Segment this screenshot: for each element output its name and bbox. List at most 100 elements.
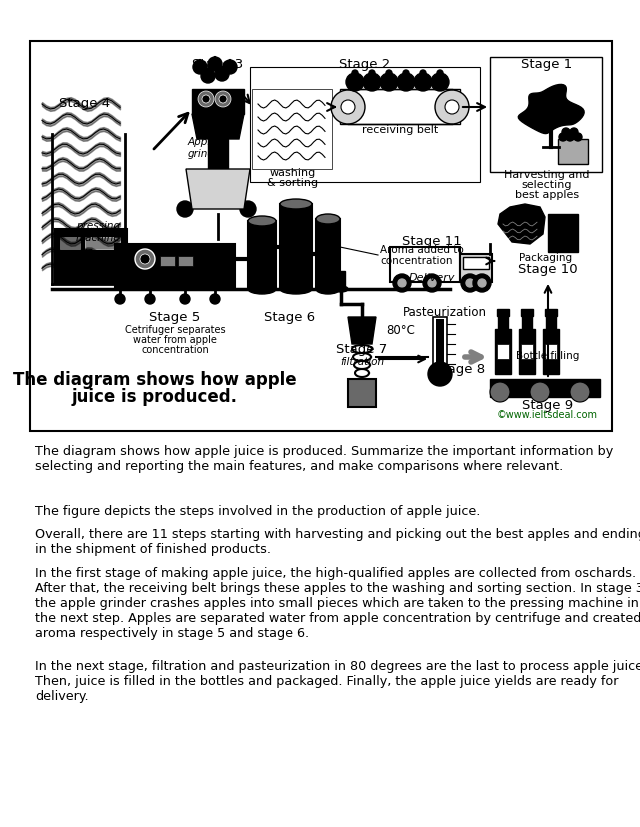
Text: Stage 8: Stage 8 xyxy=(435,363,486,376)
Bar xyxy=(252,90,332,170)
Ellipse shape xyxy=(248,284,276,294)
Bar xyxy=(490,380,600,398)
Circle shape xyxy=(397,74,415,92)
Circle shape xyxy=(215,92,231,108)
Text: In the first stage of making apple juice, the high-qualified apples are collecte: In the first stage of making apple juice… xyxy=(35,566,640,639)
Ellipse shape xyxy=(334,287,348,293)
Bar xyxy=(390,248,460,283)
Text: 80°C: 80°C xyxy=(386,323,415,336)
Circle shape xyxy=(380,74,398,92)
Bar xyxy=(60,237,80,250)
Circle shape xyxy=(145,294,155,304)
Text: Stage 7: Stage 7 xyxy=(337,343,388,356)
Circle shape xyxy=(473,275,491,293)
Circle shape xyxy=(135,250,155,270)
Text: filtration: filtration xyxy=(340,356,384,366)
Text: Stage 6: Stage 6 xyxy=(264,311,316,324)
Bar xyxy=(192,90,244,115)
Circle shape xyxy=(211,188,221,198)
Bar xyxy=(546,314,556,332)
Circle shape xyxy=(428,362,452,386)
Circle shape xyxy=(208,58,222,72)
Bar xyxy=(436,319,444,365)
Text: Packaging: Packaging xyxy=(519,253,572,263)
Text: Stage 11: Stage 11 xyxy=(402,235,462,248)
Text: Apple
grinder: Apple grinder xyxy=(188,137,226,159)
Circle shape xyxy=(219,96,227,104)
Circle shape xyxy=(198,92,214,108)
Circle shape xyxy=(570,383,590,403)
Text: Stage 9: Stage 9 xyxy=(522,398,573,411)
Bar xyxy=(548,215,578,253)
Circle shape xyxy=(536,111,544,119)
Circle shape xyxy=(398,280,406,288)
Text: Stage 5: Stage 5 xyxy=(149,311,200,324)
Bar xyxy=(30,42,612,432)
Circle shape xyxy=(223,61,237,75)
Text: Overall, there are 11 steps starting with harvesting and picking out the best ap: Overall, there are 11 steps starting wit… xyxy=(35,528,640,555)
Circle shape xyxy=(534,96,542,104)
Circle shape xyxy=(490,383,510,403)
Circle shape xyxy=(352,71,358,77)
Bar xyxy=(498,314,508,332)
Circle shape xyxy=(414,74,432,92)
Bar xyxy=(115,245,235,289)
Text: The diagram shows how apple: The diagram shows how apple xyxy=(13,370,297,389)
Circle shape xyxy=(559,134,567,141)
Bar xyxy=(178,256,193,266)
Circle shape xyxy=(201,70,215,84)
Bar xyxy=(497,309,509,317)
Text: water from apple: water from apple xyxy=(133,335,217,345)
Bar xyxy=(558,140,588,165)
Polygon shape xyxy=(498,205,545,245)
Text: best apples: best apples xyxy=(515,189,579,200)
Circle shape xyxy=(215,68,229,82)
Bar xyxy=(545,345,557,360)
Bar xyxy=(521,309,533,317)
Text: concentration: concentration xyxy=(141,345,209,355)
Circle shape xyxy=(115,294,125,304)
Ellipse shape xyxy=(280,200,312,210)
Circle shape xyxy=(341,101,355,115)
Bar xyxy=(495,330,511,375)
Circle shape xyxy=(177,202,193,218)
Text: pressing
machine: pressing machine xyxy=(76,221,120,242)
Text: Stage 1: Stage 1 xyxy=(522,58,573,71)
Polygon shape xyxy=(192,115,244,140)
Text: Stage 2: Stage 2 xyxy=(339,58,390,71)
Ellipse shape xyxy=(280,284,312,294)
Text: Aroma added to: Aroma added to xyxy=(380,245,464,255)
Circle shape xyxy=(180,294,190,304)
Text: selecting: selecting xyxy=(522,179,572,189)
Circle shape xyxy=(556,108,564,116)
Circle shape xyxy=(223,189,233,200)
Circle shape xyxy=(386,71,392,77)
Text: The figure depicts the steps involved in the production of apple juice.: The figure depicts the steps involved in… xyxy=(35,504,481,518)
Circle shape xyxy=(346,74,364,92)
Bar xyxy=(519,330,535,375)
Bar xyxy=(497,345,509,360)
Circle shape xyxy=(547,114,555,122)
Circle shape xyxy=(331,91,365,125)
Bar xyxy=(543,330,559,375)
Polygon shape xyxy=(186,170,250,210)
Circle shape xyxy=(530,383,550,403)
Bar xyxy=(340,90,460,125)
Circle shape xyxy=(217,177,227,187)
Bar xyxy=(55,230,127,284)
Text: juice is produced.: juice is produced. xyxy=(72,388,238,405)
Circle shape xyxy=(570,129,578,136)
Circle shape xyxy=(420,71,426,77)
Circle shape xyxy=(240,202,256,218)
Circle shape xyxy=(544,91,552,99)
Bar xyxy=(522,314,532,332)
Bar xyxy=(348,380,376,408)
Circle shape xyxy=(435,91,469,125)
Polygon shape xyxy=(348,318,376,345)
Circle shape xyxy=(551,101,559,109)
Text: Stage 10: Stage 10 xyxy=(518,263,578,276)
Circle shape xyxy=(423,275,441,293)
Circle shape xyxy=(369,71,375,77)
Circle shape xyxy=(393,275,411,293)
Bar xyxy=(490,58,602,173)
